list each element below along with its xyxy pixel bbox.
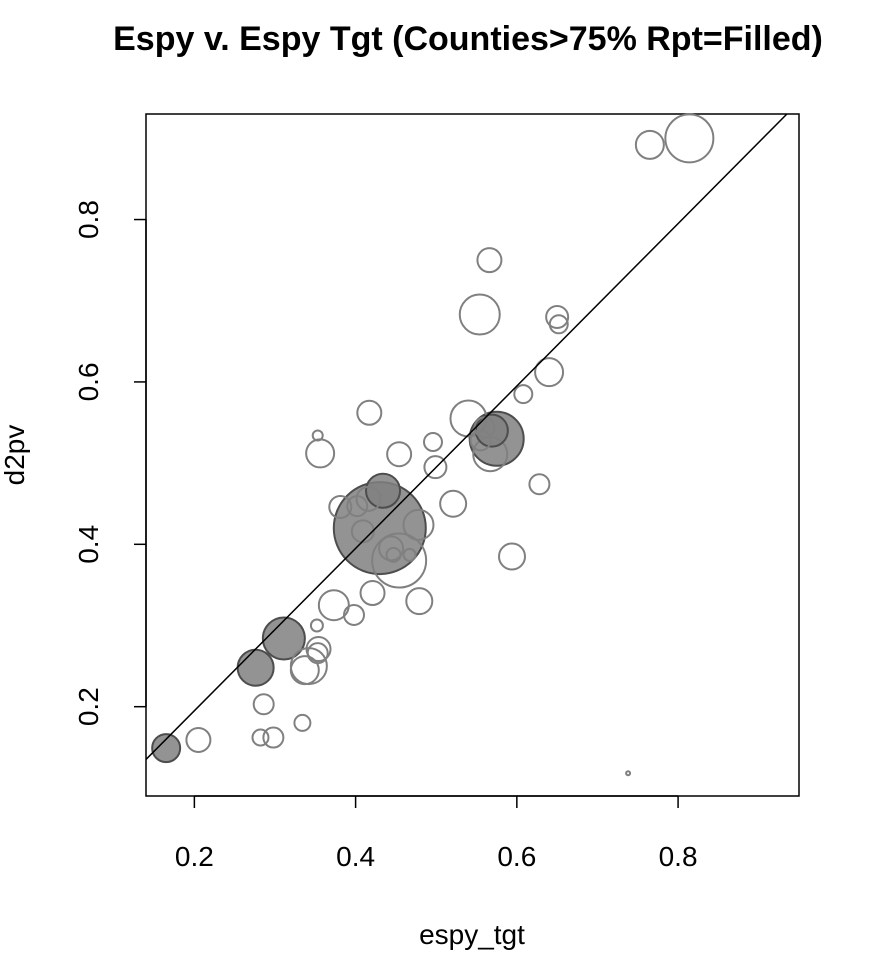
hollow-bubble-point bbox=[355, 485, 382, 512]
hollow-bubble-point bbox=[664, 113, 715, 164]
filled-bubble-point bbox=[365, 472, 402, 509]
filled-bubble-point bbox=[236, 648, 275, 687]
hollow-bubble-point bbox=[402, 508, 435, 541]
hollow-bubble-point bbox=[342, 603, 365, 626]
hollow-bubble-point bbox=[305, 438, 336, 469]
hollow-bubble-point bbox=[311, 429, 324, 442]
hollow-bubble-point bbox=[528, 473, 551, 496]
hollow-bubble-point bbox=[371, 532, 428, 589]
hollow-bubble-point bbox=[473, 416, 496, 439]
hollow-bubble-point bbox=[305, 636, 332, 663]
hollow-bubble-point bbox=[385, 546, 402, 563]
hollow-bubble-point bbox=[545, 304, 570, 329]
hollow-bubble-point bbox=[625, 770, 632, 777]
x-tick-label: 0.6 bbox=[497, 841, 536, 872]
hollow-bubble-point bbox=[252, 693, 275, 716]
y-tick-label: 0.4 bbox=[73, 525, 104, 564]
x-tick-label: 0.8 bbox=[659, 841, 698, 872]
hollow-bubble-point bbox=[356, 399, 383, 426]
hollow-bubble-point bbox=[306, 642, 329, 665]
hollow-bubble-point bbox=[469, 429, 492, 452]
hollow-bubble-point bbox=[262, 726, 285, 749]
hollow-bubble-point bbox=[317, 589, 350, 622]
hollow-bubble-point bbox=[289, 647, 328, 686]
hollow-bubble-point bbox=[405, 587, 434, 616]
hollow-bubble-point bbox=[423, 455, 448, 480]
y-axis: 0.2 0.4 0.6 0.8 bbox=[73, 200, 147, 726]
hollow-bubble-point bbox=[498, 542, 527, 571]
hollow-bubble-point bbox=[386, 441, 413, 468]
x-axis-label: espy_tgt bbox=[419, 919, 525, 950]
hollow-bubble-point bbox=[328, 494, 353, 519]
hollow-bubble-point bbox=[293, 713, 312, 732]
hollow-bubble-point bbox=[251, 728, 270, 747]
hollow-bubble-point bbox=[350, 519, 375, 544]
hollow-bubble-point bbox=[422, 432, 443, 453]
hollow-bubble-point bbox=[378, 535, 405, 562]
hollow-bubble-point bbox=[359, 580, 386, 607]
hollow-bubble-point bbox=[402, 547, 417, 562]
hollow-bubble-point bbox=[548, 314, 569, 335]
hollow-bubble-point bbox=[439, 489, 468, 518]
hollow-bubble-point bbox=[476, 247, 503, 274]
y-axis-label: d2pv bbox=[0, 425, 30, 486]
hollow-bubble-point bbox=[458, 293, 501, 336]
hollow-bubble-point bbox=[185, 726, 212, 753]
x-tick-label: 0.2 bbox=[175, 841, 214, 872]
hollow-bubble-point bbox=[309, 618, 324, 633]
hollow-bubble-point bbox=[634, 129, 665, 160]
chart-title: Espy v. Espy Tgt (Counties>75% Rpt=Fille… bbox=[113, 20, 823, 58]
filled-bubble-point bbox=[261, 616, 306, 661]
x-tick-label: 0.4 bbox=[336, 841, 375, 872]
hollow-bubble-point bbox=[534, 357, 565, 388]
hollow-bubble-point bbox=[513, 384, 534, 405]
hollow-bubble-point bbox=[346, 495, 369, 518]
filled-bubble-point bbox=[151, 733, 182, 764]
y-tick-label: 0.6 bbox=[73, 362, 104, 401]
y-tick-label: 0.8 bbox=[73, 200, 104, 239]
bubble-layer bbox=[151, 113, 715, 777]
reference-line bbox=[145, 113, 788, 760]
hollow-bubble-point bbox=[289, 655, 320, 686]
x-axis: 0.2 0.4 0.6 0.8 bbox=[175, 795, 698, 872]
y-tick-label: 0.2 bbox=[73, 687, 104, 726]
